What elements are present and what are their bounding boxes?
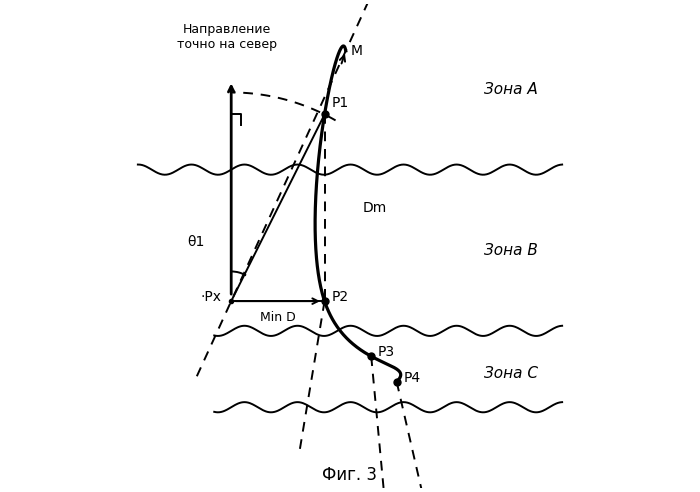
Text: Dm: Dm [363, 201, 387, 215]
Text: Min D: Min D [260, 311, 295, 324]
Text: ·Px: ·Px [200, 290, 221, 304]
Text: Фиг. 3: Фиг. 3 [323, 466, 377, 484]
Text: Зона B: Зона B [484, 243, 538, 258]
Text: Направление
точно на север: Направление точно на север [177, 23, 277, 51]
Text: P2: P2 [331, 290, 349, 304]
Text: P1: P1 [331, 96, 349, 110]
Text: M: M [351, 44, 363, 58]
Text: θ1: θ1 [187, 235, 204, 249]
Text: P4: P4 [403, 370, 421, 385]
Text: Зона C: Зона C [484, 366, 538, 381]
Text: Зона A: Зона A [484, 82, 538, 96]
Text: P3: P3 [378, 345, 395, 359]
